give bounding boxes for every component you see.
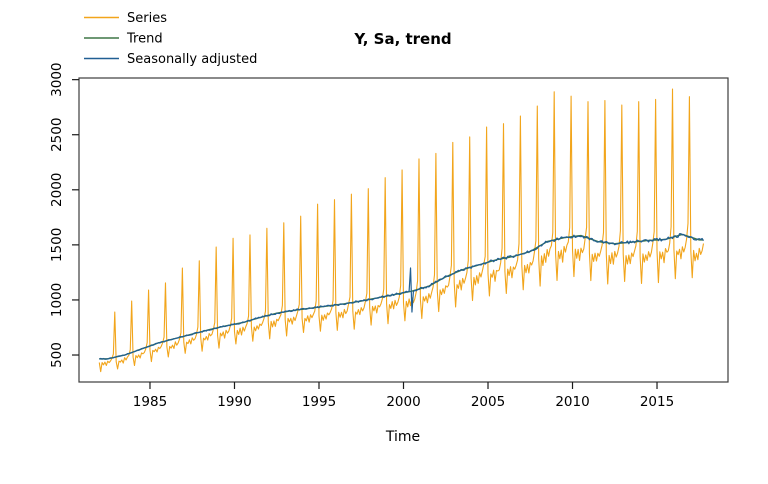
legend-item-0: Series	[84, 11, 167, 26]
legend-item-2: Seasonally adjusted	[84, 52, 257, 67]
x-tick-label: 2015	[640, 394, 674, 410]
x-axis-label: Time	[385, 429, 420, 445]
legend: Series Trend Seasonally adjusted	[84, 11, 257, 67]
y-tick-label: 500	[49, 342, 65, 368]
y-axis: 500 1000 1500 2000 2500 3000	[49, 62, 79, 368]
x-tick-label: 2000	[386, 394, 420, 410]
x-tick-label: 1995	[302, 394, 336, 410]
y-tick-label: 3000	[49, 62, 65, 96]
legend-label: Series	[127, 11, 167, 26]
x-axis: 1985 1990 1995 2000 2005 2010 2015	[133, 382, 674, 410]
legend-item-1: Trend	[84, 32, 163, 47]
x-tick-label: 2005	[471, 394, 505, 410]
y-tick-label: 2000	[49, 173, 65, 207]
y-tick-label: 1000	[49, 283, 65, 317]
x-tick-label: 1990	[217, 394, 251, 410]
y-tick-label: 2500	[49, 118, 65, 152]
series-line	[98, 88, 705, 373]
x-tick-label: 2010	[555, 394, 589, 410]
seasonally-adjusted-line	[99, 233, 704, 360]
legend-label: Seasonally adjusted	[127, 52, 257, 67]
series-lines	[98, 88, 705, 373]
chart-title: Y, Sa, trend	[353, 30, 451, 48]
legend-label: Trend	[126, 32, 163, 47]
y-tick-label: 1500	[49, 228, 65, 262]
x-tick-label: 1985	[133, 394, 167, 410]
